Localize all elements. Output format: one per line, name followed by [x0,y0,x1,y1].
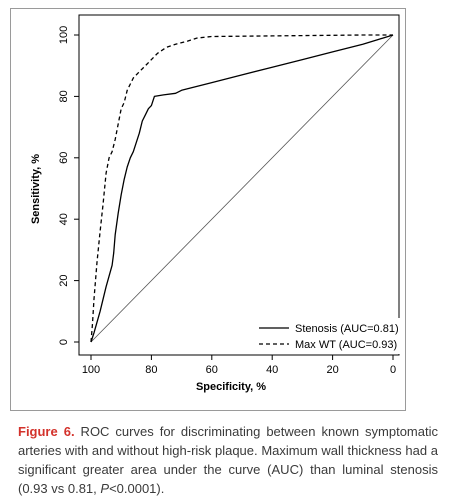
x-tick-label: 100 [82,364,100,376]
series-group [90,34,394,343]
x-tick-label: 80 [145,364,157,376]
series-line-maxwt [90,34,393,343]
reference-diagonal [90,34,394,343]
y-tick-label: 40 [58,213,70,225]
caption-label: Figure 6. [18,424,75,439]
caption-text-after: <0.0001). [109,481,165,496]
x-axis-title: Specificity, % [196,381,266,393]
y-axis-title: Sensitivity, % [30,154,42,224]
x-axis: 100 80 60 40 20 0 [82,355,396,376]
caption-text-before: ROC curves for discriminating between kn… [18,424,438,496]
series-line-stenosis [90,34,394,343]
legend-label-maxwt: Max WT (AUC=0.93) [295,339,397,351]
x-tick-label: 0 [390,364,396,376]
caption-p-symbol: P [100,481,110,496]
y-tick-label: 60 [58,152,70,164]
y-axis: 0 20 40 60 80 100 [58,26,79,345]
y-tick-label: 0 [58,339,70,345]
x-tick-label: 60 [206,364,218,376]
y-tick-label: 100 [58,26,70,44]
plot-area [78,14,400,356]
legend: Stenosis (AUC=0.81) Max WT (AUC=0.93) [249,318,403,354]
x-tick-label: 40 [266,364,278,376]
legend-label-stenosis: Stenosis (AUC=0.81) [295,323,399,335]
x-tick-label: 20 [326,364,338,376]
figure-frame: 100 80 60 40 20 0 0 20 40 60 80 100 Specificity, %… [10,8,406,411]
legend-box [249,318,403,354]
y-tick-label: 20 [58,274,70,286]
y-tick-label: 80 [58,90,70,102]
roc-chart: 100 80 60 40 20 0 0 20 40 60 80 100 Specificity, %… [30,14,403,393]
figure-caption: Figure 6. ROC curves for discriminating … [18,422,438,498]
